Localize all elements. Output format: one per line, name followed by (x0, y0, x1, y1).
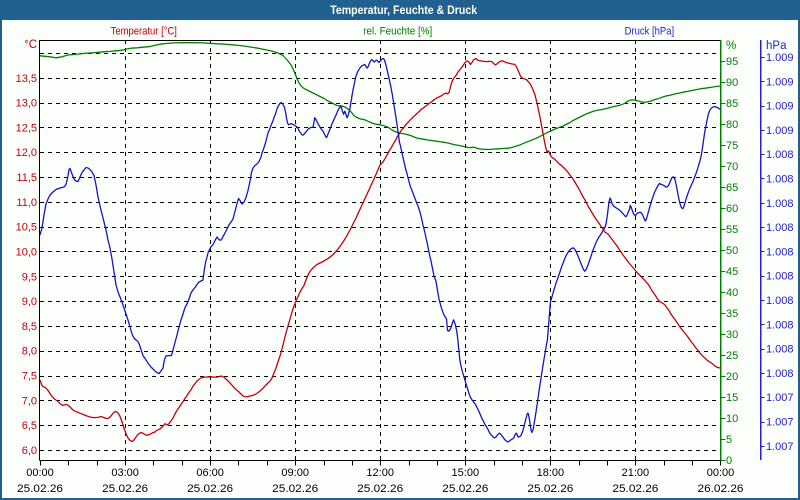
svg-text:1.009: 1.009 (766, 52, 794, 64)
svg-text:13,5: 13,5 (16, 73, 37, 85)
svg-text:1.008: 1.008 (766, 368, 794, 380)
svg-text:9,5: 9,5 (22, 271, 37, 283)
svg-text:65: 65 (726, 182, 738, 194)
svg-text:20: 20 (726, 371, 738, 383)
svg-text:90: 90 (726, 77, 738, 89)
svg-text:45: 45 (726, 266, 738, 278)
svg-text:7,5: 7,5 (22, 371, 37, 383)
svg-text:7,0: 7,0 (22, 395, 37, 407)
svg-text:11,5: 11,5 (16, 172, 37, 184)
svg-text:80: 80 (726, 119, 738, 131)
svg-text:50: 50 (726, 245, 738, 257)
svg-text:1.008: 1.008 (766, 246, 794, 258)
svg-text:03:00: 03:00 (111, 467, 139, 479)
svg-text:1.008: 1.008 (766, 174, 794, 186)
svg-text:95: 95 (726, 56, 738, 68)
svg-text:25.02.26: 25.02.26 (102, 483, 148, 495)
svg-text:1.009: 1.009 (766, 101, 794, 113)
svg-text:18:00: 18:00 (537, 467, 565, 479)
svg-text:9,0: 9,0 (22, 296, 37, 308)
svg-text:25.02.26: 25.02.26 (187, 483, 233, 495)
svg-text:85: 85 (726, 98, 738, 110)
svg-text:25.02.26: 25.02.26 (612, 483, 658, 495)
svg-text:12,5: 12,5 (16, 122, 37, 134)
svg-text:hPa: hPa (766, 40, 787, 52)
svg-text:1.008: 1.008 (766, 295, 794, 307)
svg-text:1.007: 1.007 (766, 392, 794, 404)
svg-text:8,0: 8,0 (22, 346, 37, 358)
svg-text:1.009: 1.009 (766, 76, 794, 88)
svg-text:1.008: 1.008 (766, 271, 794, 283)
svg-text:12:00: 12:00 (366, 467, 394, 479)
svg-text:25.02.26: 25.02.26 (272, 483, 318, 495)
svg-text:1.008: 1.008 (766, 198, 794, 210)
svg-text:25.02.26: 25.02.26 (357, 483, 403, 495)
svg-text:1.007: 1.007 (766, 441, 794, 453)
svg-text:1.008: 1.008 (766, 319, 794, 331)
svg-text:21:00: 21:00 (622, 467, 650, 479)
svg-text:75: 75 (726, 140, 738, 152)
svg-text:25.02.26: 25.02.26 (17, 483, 63, 495)
svg-text:06:00: 06:00 (196, 467, 224, 479)
svg-text:10: 10 (726, 413, 738, 425)
svg-text:1.007: 1.007 (766, 417, 794, 429)
svg-text:25.02.26: 25.02.26 (442, 483, 488, 495)
svg-text:10,5: 10,5 (16, 222, 37, 234)
svg-text:30: 30 (726, 329, 738, 341)
svg-text:1.009: 1.009 (766, 125, 794, 137)
svg-text:00:00: 00:00 (26, 467, 54, 479)
svg-text:0: 0 (726, 455, 732, 467)
svg-text:35: 35 (726, 308, 738, 320)
svg-text:5: 5 (726, 434, 732, 446)
svg-text:1.008: 1.008 (766, 344, 794, 356)
svg-text:15:00: 15:00 (452, 467, 480, 479)
svg-text:8,5: 8,5 (22, 321, 37, 333)
svg-text:25: 25 (726, 350, 738, 362)
svg-text:40: 40 (726, 287, 738, 299)
svg-text:00:00: 00:00 (707, 467, 735, 479)
svg-text:rel. Feuchte [%]: rel. Feuchte [%] (363, 26, 432, 38)
svg-text:09:00: 09:00 (281, 467, 309, 479)
svg-text:1.008: 1.008 (766, 222, 794, 234)
svg-text:10,0: 10,0 (16, 247, 37, 259)
svg-text:%: % (726, 40, 736, 52)
svg-text:°C: °C (24, 39, 37, 51)
svg-text:60: 60 (726, 203, 738, 215)
svg-text:11,0: 11,0 (16, 197, 37, 209)
svg-text:55: 55 (726, 224, 738, 236)
svg-text:13,0: 13,0 (16, 98, 37, 110)
svg-text:Druck [hPa]: Druck [hPa] (625, 26, 675, 38)
svg-text:15: 15 (726, 392, 738, 404)
svg-text:70: 70 (726, 161, 738, 173)
svg-text:26.02.26: 26.02.26 (698, 483, 744, 495)
svg-text:6,5: 6,5 (22, 420, 37, 432)
svg-text:1.008: 1.008 (766, 149, 794, 161)
svg-text:6,0: 6,0 (22, 445, 37, 457)
svg-text:Temperatur [°C]: Temperatur [°C] (111, 26, 177, 38)
svg-text:12,0: 12,0 (16, 147, 37, 159)
svg-text:25.02.26: 25.02.26 (527, 483, 573, 495)
svg-text:Temperatur, Feuchte & Druck: Temperatur, Feuchte & Druck (330, 3, 477, 17)
